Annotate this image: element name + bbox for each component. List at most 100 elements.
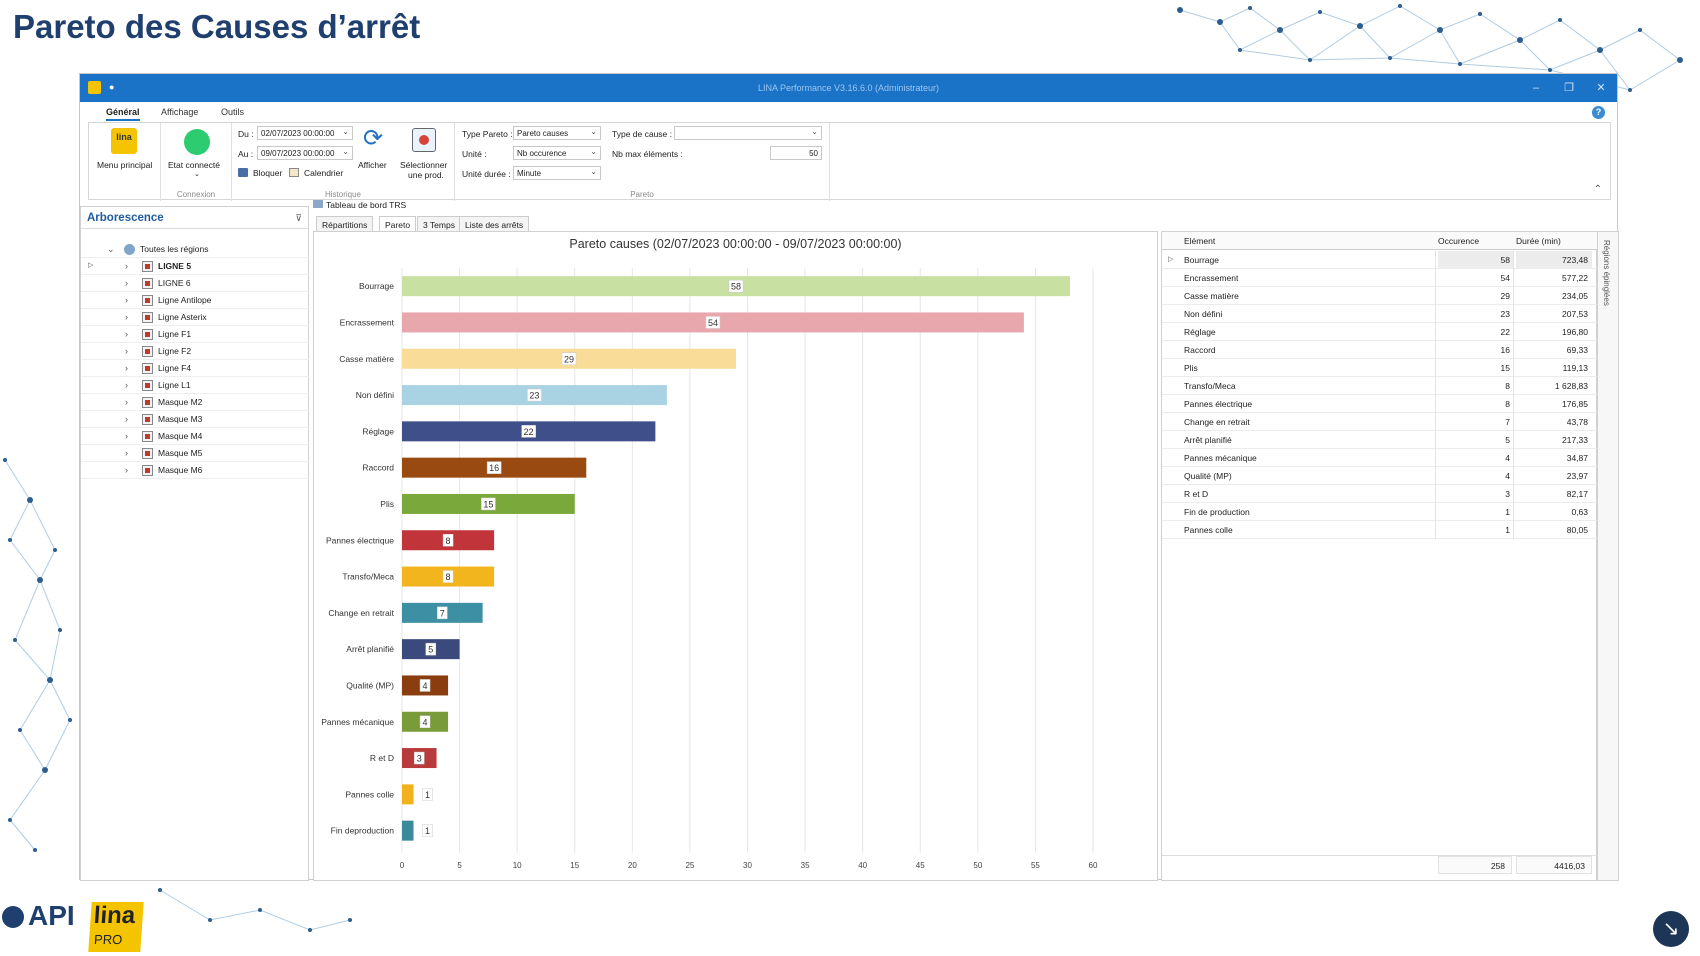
chevron-right-icon[interactable]: › <box>125 312 128 322</box>
chevron-right-icon[interactable]: › <box>125 363 128 373</box>
unite-label: Unité : <box>462 149 487 159</box>
tab-pareto[interactable]: Pareto <box>379 216 417 232</box>
table-row[interactable]: Qualité (MP) 4 23,97 <box>1162 467 1598 485</box>
selectionner-prod-button[interactable]: Sélectionner une prod. <box>398 126 452 182</box>
tree-item[interactable]: › Masque M5 <box>81 445 309 462</box>
tree-root-label: Toutes les régions <box>140 244 209 254</box>
pin-icon[interactable]: ● <box>109 82 115 92</box>
type-cause-select[interactable]: ⌄ <box>674 126 822 140</box>
tree-item-label: Masque M2 <box>158 397 203 407</box>
tree-item[interactable]: ▷ › LIGNE 5 <box>81 258 309 275</box>
restore-icon[interactable]: ❐ <box>1564 82 1574 94</box>
table-row[interactable]: Plis 15 119,13 <box>1162 359 1598 377</box>
data-label-box <box>728 279 744 293</box>
menu-principal-button[interactable]: lina Menu principal <box>95 126 155 176</box>
table-row[interactable]: Pannes colle 1 80,05 <box>1162 521 1598 539</box>
chevron-right-icon[interactable]: › <box>125 414 128 424</box>
cell-duree: 207,53 <box>1562 309 1588 319</box>
tree-item[interactable]: › Ligne Antilope <box>81 292 309 309</box>
nb-max-input[interactable]: 50 <box>770 146 822 160</box>
cell-duree: 82,17 <box>1566 489 1588 499</box>
tab-liste-arrets[interactable]: Liste des arrêts <box>459 216 530 232</box>
expand-arrow-icon[interactable]: ▷ <box>1168 256 1174 263</box>
table-row[interactable]: ▷ Bourrage 58 723,48 <box>1162 251 1598 269</box>
header-element[interactable]: Elément <box>1184 236 1216 246</box>
tree-root-row[interactable]: ⌄ Toutes les régions <box>81 241 309 258</box>
du-date-field[interactable]: 02/07/2023 00:00:00 ⌄ <box>257 126 353 140</box>
category-label: R et D <box>370 753 394 763</box>
table-row[interactable]: Pannes mécanique 4 34,87 <box>1162 449 1598 467</box>
table-row[interactable]: Réglage 22 196,80 <box>1162 323 1598 341</box>
tree-item[interactable]: › Ligne Asterix <box>81 309 309 326</box>
pinned-regions-strip[interactable]: Régions épinglées <box>1597 231 1619 881</box>
tree-item[interactable]: › Masque M2 <box>81 394 309 411</box>
cell-duree: 196,80 <box>1562 327 1588 337</box>
tree-item[interactable]: › Ligne F1 <box>81 326 309 343</box>
table-row[interactable]: Non défini 23 207,53 <box>1162 305 1598 323</box>
chevron-right-icon[interactable]: › <box>125 448 128 458</box>
chevron-right-icon[interactable]: › <box>125 329 128 339</box>
unite-select[interactable]: Nb occurence ⌄ <box>513 146 601 160</box>
afficher-button[interactable]: ⟳ Afficher <box>356 126 394 180</box>
tree-item[interactable]: › Masque M4 <box>81 428 309 445</box>
etat-connecte-button[interactable]: Etat connecté ⌄ <box>165 126 229 180</box>
unite-value: Nb occurence <box>517 149 567 158</box>
table-row[interactable]: Arrêt planifié 5 217,33 <box>1162 431 1598 449</box>
document-tab[interactable]: Tableau de bord TRS <box>313 200 406 210</box>
tab-repartitions[interactable]: Répartitions <box>316 216 374 232</box>
table-row[interactable]: Fin de production 1 0,63 <box>1162 503 1598 521</box>
header-duree[interactable]: Durée (min) <box>1516 236 1561 246</box>
table-row[interactable]: Change en retrait 7 43,78 <box>1162 413 1598 431</box>
minimize-icon[interactable]: – <box>1532 82 1540 94</box>
table-row[interactable]: Casse matière 29 234,05 <box>1162 287 1598 305</box>
filter-icon[interactable]: ⊽ <box>295 213 302 223</box>
chevron-right-icon[interactable]: › <box>125 431 128 441</box>
type-pareto-select[interactable]: Pareto causes ⌄ <box>513 126 601 140</box>
table-row[interactable]: Pannes électrique 8 176,85 <box>1162 395 1598 413</box>
bloquer-button[interactable]: Bloquer <box>238 166 288 180</box>
tree-item[interactable]: › LIGNE 6 <box>81 275 309 292</box>
tab-affichage[interactable]: Affichage <box>161 107 199 117</box>
tree-item[interactable]: › Ligne F4 <box>81 360 309 377</box>
data-label: 16 <box>489 463 499 473</box>
tree-item[interactable]: › Masque M3 <box>81 411 309 428</box>
tab-general[interactable]: Général <box>106 107 140 121</box>
table-row[interactable]: Encrassement 54 577,22 <box>1162 269 1598 287</box>
chevron-down-icon[interactable]: ⌄ <box>107 244 115 254</box>
chevron-right-icon[interactable]: › <box>125 261 128 271</box>
data-label: 4 <box>423 681 428 691</box>
bar[interactable] <box>402 784 414 805</box>
tab-3-temps[interactable]: 3 Temps <box>417 216 461 232</box>
table-row[interactable]: Raccord 16 69,33 <box>1162 341 1598 359</box>
chevron-right-icon[interactable]: › <box>125 380 128 390</box>
close-icon[interactable]: ✕ <box>1596 82 1606 94</box>
data-label: 29 <box>564 354 574 364</box>
chevron-right-icon[interactable]: › <box>125 397 128 407</box>
header-occurence[interactable]: Occurence <box>1438 236 1480 246</box>
table-row[interactable]: Transfo/Meca 8 1 628,83 <box>1162 377 1598 395</box>
type-pareto-label: Type Pareto : <box>462 129 513 139</box>
tree-item-label: Ligne F2 <box>158 346 192 356</box>
tree-item[interactable]: › Ligne L1 <box>81 377 309 394</box>
tree-item[interactable]: › Masque M6 <box>81 462 309 479</box>
total-occurence: 258 <box>1438 856 1512 874</box>
chevron-right-icon[interactable]: › <box>125 295 128 305</box>
collapse-ribbon-icon[interactable]: ⌃ <box>1593 184 1602 195</box>
x-tick-label: 50 <box>973 861 982 870</box>
tab-outils[interactable]: Outils <box>221 107 245 117</box>
chevron-right-icon[interactable]: › <box>125 465 128 475</box>
expand-arrow-icon[interactable]: ▷ <box>88 262 94 269</box>
tree-item[interactable]: › Ligne F2 <box>81 343 309 360</box>
cell-occurence: 8 <box>1505 399 1510 409</box>
chevron-right-icon[interactable]: › <box>125 278 128 288</box>
chevron-right-icon[interactable]: › <box>125 346 128 356</box>
table-row[interactable]: R et D 3 82,17 <box>1162 485 1598 503</box>
calendrier-button[interactable]: Calendrier <box>289 166 349 180</box>
bar[interactable] <box>402 820 414 841</box>
dashboard-icon <box>313 200 323 208</box>
category-label: Réglage <box>362 426 394 436</box>
next-arrow-icon[interactable]: ↘ <box>1653 911 1689 947</box>
unite-duree-select[interactable]: Minute ⌄ <box>513 166 601 180</box>
au-date-field[interactable]: 09/07/2023 00:00:00 ⌄ <box>257 146 353 160</box>
help-icon[interactable]: ? <box>1592 106 1605 119</box>
